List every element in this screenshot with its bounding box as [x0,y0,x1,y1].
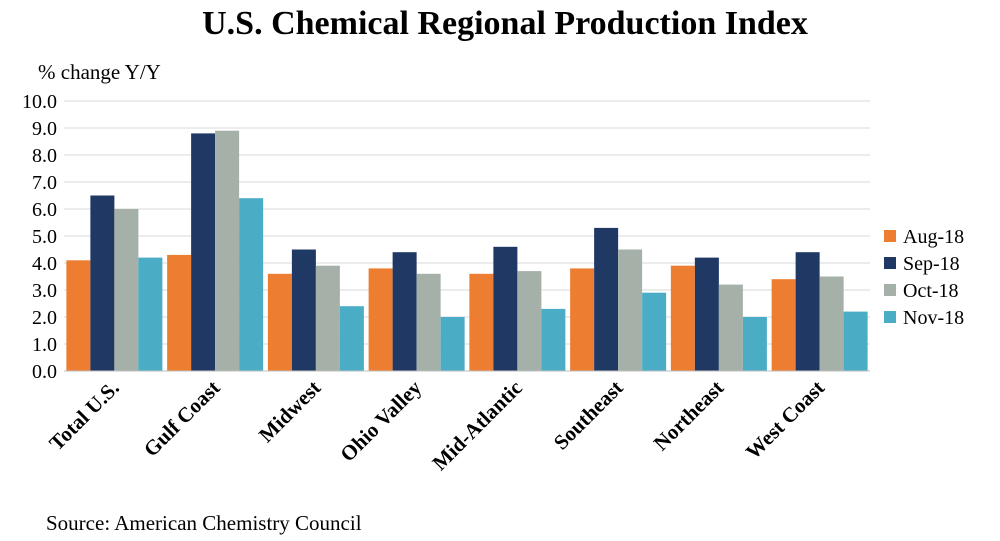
category-label: Southeast [549,376,628,455]
y-tick-label: 5.0 [32,226,57,248]
bar [368,268,393,371]
y-tick-label: 10.0 [22,91,57,113]
legend: Aug-18 Sep-18 Oct-18 Nov-18 [884,226,964,329]
legend-label: Oct-18 [903,280,959,302]
bar [440,317,465,371]
bar [267,273,292,371]
bar [239,198,264,371]
bar [66,260,91,371]
y-tick-label: 6.0 [32,199,57,221]
bar [469,273,494,371]
bar [339,306,364,371]
y-tick-label: 2.0 [32,307,57,329]
bar [594,227,619,371]
y-tick-label: 1.0 [32,334,57,356]
y-tick-label: 8.0 [32,145,57,167]
legend-swatch [884,311,896,323]
bar [718,284,743,371]
category-label: Ohio Valley [335,375,426,466]
legend-swatch [884,284,896,296]
bar [291,249,316,371]
bar [315,265,340,371]
category-label: Midwest [254,376,325,447]
bar [642,292,667,371]
bar [541,308,566,371]
y-tick-label: 7.0 [32,172,57,194]
y-tick-label: 3.0 [32,280,57,302]
category-label: Northeast [649,376,729,456]
y-tick-label: 4.0 [32,253,57,275]
category-label: Total U.S. [44,376,124,456]
y-axis-ticks: 0.0 1.0 2.0 3.0 4.0 5.0 6.0 7.0 8.0 9.0 10.0 [22,91,57,383]
bar [215,130,240,371]
bar [191,133,216,371]
chart-title: U.S. Chemical Regional Production Index [202,5,808,42]
y-tick-label: 9.0 [32,118,57,140]
bar [742,317,767,371]
legend-swatch [884,257,896,269]
bar [517,271,542,371]
bar [694,257,719,371]
source-note: Source: American Chemistry Council [46,511,362,535]
legend-swatch [884,230,896,242]
legend-label: Sep-18 [903,253,960,275]
bar [416,273,441,371]
bar [167,254,192,371]
category-labels: Total U.S. Gulf Coast Midwest Ohio Valley Mi… [44,375,829,475]
bar [392,252,417,371]
category-label: Mid-Atlantic [427,376,526,475]
bar [90,195,115,371]
bars [66,130,868,371]
bar [771,279,796,371]
y-tick-label: 0.0 [32,361,57,383]
legend-label: Nov-18 [903,307,964,329]
category-label: Gulf Coast [139,376,225,462]
bar [114,209,139,371]
legend-label: Aug-18 [903,226,964,248]
y-axis-label: % change Y/Y [38,60,161,84]
bar [670,265,695,371]
bar [795,252,820,371]
bar [570,268,595,371]
bar [819,276,844,371]
bar [493,246,518,371]
bar [843,311,868,371]
bar [138,257,163,371]
bar [618,249,643,371]
category-label: West Coast [741,376,829,464]
